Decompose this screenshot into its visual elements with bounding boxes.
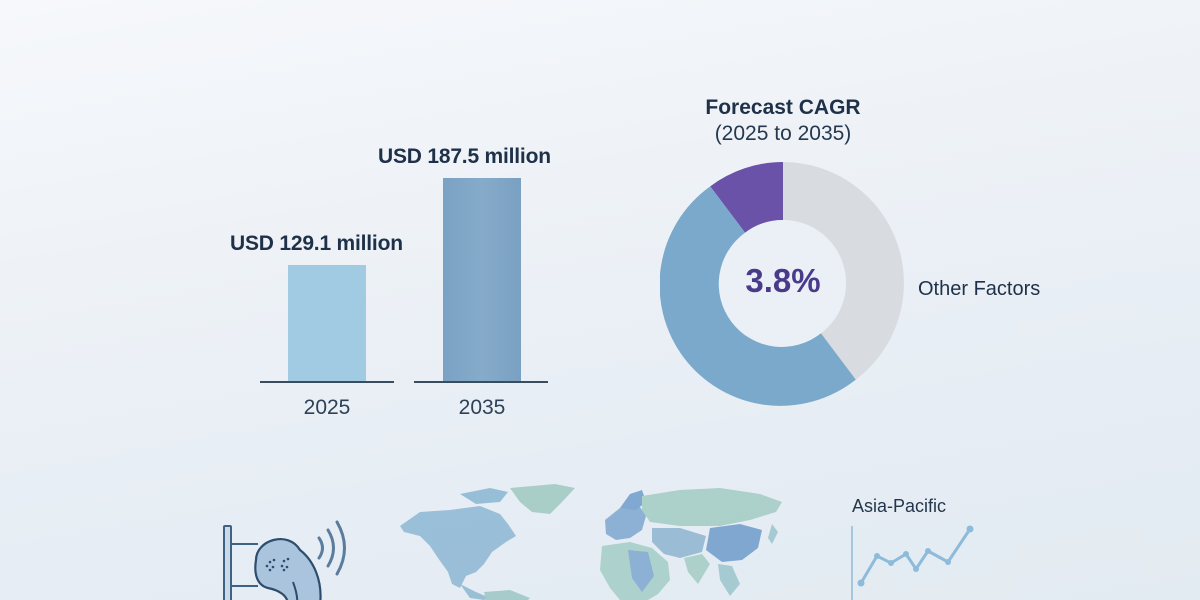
baseline-2025 bbox=[260, 381, 394, 383]
trend-line-icon bbox=[851, 525, 974, 600]
donut-hole bbox=[720, 220, 846, 346]
world-map-icon bbox=[400, 484, 782, 600]
bar-2035 bbox=[443, 178, 521, 382]
donut-title: Forecast CAGR (2025 to 2035) bbox=[653, 95, 913, 147]
donut-segment-cagr bbox=[710, 162, 783, 233]
donut-title-line2: (2025 to 2035) bbox=[714, 122, 852, 145]
x-axis-label-2035: 2035 bbox=[458, 396, 506, 419]
donut-segment-remaining bbox=[660, 186, 856, 406]
bar-value-label-2035: USD 187.5 million bbox=[378, 145, 551, 168]
baseline-2035 bbox=[414, 381, 548, 383]
region-label: Asia-Pacific bbox=[852, 496, 947, 516]
bar-value-label-2025: USD 129.1 million bbox=[230, 232, 403, 255]
donut-segment-other-factors bbox=[783, 162, 904, 380]
other-factors-label: Other Factors bbox=[918, 278, 1041, 300]
donut-title-line1: Forecast CAGR bbox=[705, 96, 861, 119]
sprinkler-device-icon bbox=[223, 520, 346, 600]
cagr-value: 3.8% bbox=[745, 262, 821, 299]
bar-2025 bbox=[288, 265, 366, 382]
donut-ring bbox=[660, 162, 904, 406]
x-axis-label-2025: 2025 bbox=[303, 396, 351, 419]
